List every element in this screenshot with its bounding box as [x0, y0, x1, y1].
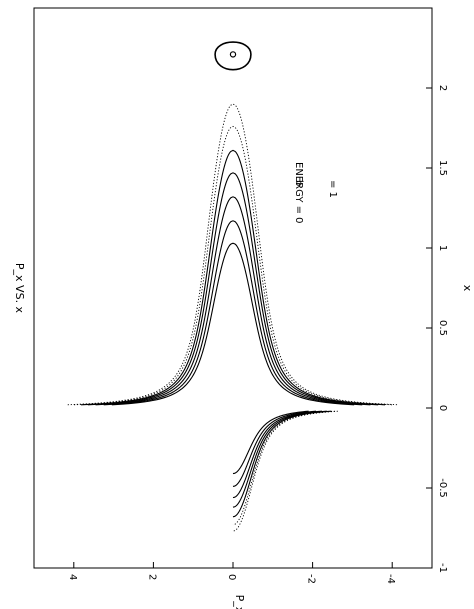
curve-positive-branch — [73, 125, 393, 406]
x-axis-label: x — [461, 285, 474, 292]
curve-positive-branch — [67, 103, 399, 406]
curve-negative-branch — [232, 410, 332, 518]
curve-negative-branch — [232, 410, 309, 475]
y-tick-label: 4 — [67, 574, 78, 580]
island-orbit — [214, 41, 252, 71]
curve-positive-branch — [87, 172, 379, 406]
annotation-energy: ENERGY = 0 — [293, 162, 304, 224]
curve-positive-branch — [103, 220, 363, 406]
x-tick-label: 1 — [437, 245, 448, 251]
y-tick-label: -2 — [306, 574, 317, 584]
x-tick-label: 2 — [437, 85, 448, 91]
y-tick-label: 2 — [146, 574, 157, 580]
curve-negative-branch — [232, 410, 336, 526]
y-tick-label: -4 — [385, 574, 396, 584]
plot-frame — [33, 7, 433, 569]
labels-group: P_x VS. x x P_x ENERGY = 0 b = 1 — [13, 162, 474, 609]
island-group — [214, 41, 252, 71]
x-tick-label: 1.5 — [437, 160, 448, 176]
curves-group — [67, 103, 399, 532]
curve-negative-branch — [232, 410, 323, 499]
annotation-b: b — [293, 180, 304, 186]
x-tick-label: 0.5 — [437, 320, 448, 336]
curve-positive-branch — [80, 149, 386, 406]
curve-negative-branch — [232, 410, 338, 532]
x-tick-label: 0 — [437, 405, 448, 411]
curve-negative-branch — [232, 410, 317, 487]
y-tick-label: 0 — [226, 574, 237, 580]
x-tick-label: -1 — [437, 563, 448, 573]
y-axis-ticks: -4 -2 0 2 4 — [67, 562, 396, 584]
x-tick-label: -0.5 — [437, 478, 448, 498]
annotation-value: = 1 — [327, 180, 338, 198]
island-center-point — [229, 51, 237, 58]
y-axis-label: P_x — [233, 595, 246, 609]
x-axis-ticks: -1 -0.5 0 0.5 1 1.5 2 — [426, 85, 448, 573]
curve-positive-branch — [95, 196, 371, 406]
curve-negative-branch — [232, 410, 327, 508]
chart-title: P_x VS. x — [13, 263, 26, 314]
curve-positive-branch — [111, 242, 355, 406]
